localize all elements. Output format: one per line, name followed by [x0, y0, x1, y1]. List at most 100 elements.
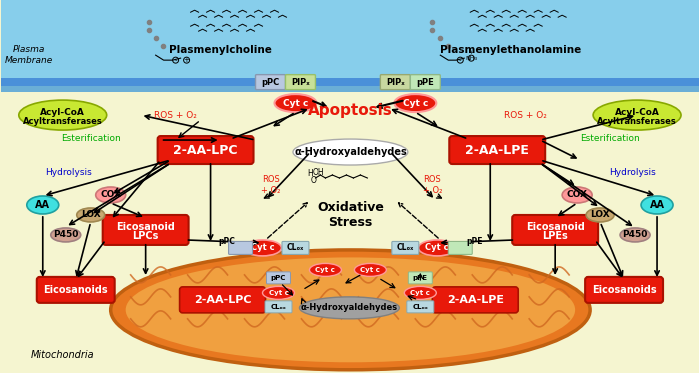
Text: AA: AA — [35, 200, 50, 210]
FancyBboxPatch shape — [256, 75, 285, 90]
Text: CLₒₓ: CLₒₓ — [271, 304, 287, 310]
Ellipse shape — [562, 187, 592, 203]
FancyBboxPatch shape — [265, 301, 292, 313]
Text: COX: COX — [567, 191, 588, 200]
Text: Hydrolysis: Hydrolysis — [609, 167, 656, 176]
Text: α-Hydroxyaldehydes: α-Hydroxyaldehydes — [301, 303, 398, 312]
Text: Acyl-CoA: Acyl-CoA — [614, 107, 660, 117]
Text: Oxidative
Stress: Oxidative Stress — [317, 201, 384, 229]
Ellipse shape — [51, 228, 80, 242]
Text: Cyt c: Cyt c — [410, 290, 431, 296]
Text: CLₒₓ: CLₒₓ — [287, 244, 304, 253]
Ellipse shape — [96, 187, 126, 203]
Ellipse shape — [19, 100, 107, 130]
Text: ROS + O₂: ROS + O₂ — [154, 110, 197, 120]
Text: Plasma
Membrane: Plasma Membrane — [5, 46, 53, 65]
Ellipse shape — [275, 94, 317, 112]
FancyBboxPatch shape — [448, 241, 473, 254]
Ellipse shape — [27, 196, 59, 214]
FancyBboxPatch shape — [1, 78, 699, 92]
Text: Cyt c: Cyt c — [283, 98, 308, 107]
FancyBboxPatch shape — [392, 241, 419, 254]
FancyBboxPatch shape — [1, 0, 699, 85]
FancyBboxPatch shape — [282, 241, 309, 254]
Text: Esterification: Esterification — [580, 134, 640, 142]
FancyBboxPatch shape — [449, 136, 545, 164]
Text: Cyt c: Cyt c — [268, 290, 289, 296]
Text: Esterification: Esterification — [61, 134, 121, 142]
FancyBboxPatch shape — [266, 272, 291, 284]
Ellipse shape — [310, 263, 341, 276]
FancyBboxPatch shape — [285, 75, 315, 90]
Text: Cyt c: Cyt c — [403, 98, 428, 107]
Text: pPE: pPE — [417, 78, 434, 87]
Text: 2-AA-LPE: 2-AA-LPE — [466, 144, 529, 157]
Text: ROS
+ O₂: ROS + O₂ — [261, 175, 280, 195]
Text: pPE: pPE — [413, 275, 428, 281]
Text: OH: OH — [312, 167, 324, 176]
Text: +: + — [184, 57, 189, 63]
Text: Cyt c: Cyt c — [361, 267, 380, 273]
Text: Cyt c: Cyt c — [315, 267, 336, 273]
Ellipse shape — [394, 94, 436, 112]
Text: Plasmenylcholine: Plasmenylcholine — [169, 45, 272, 55]
Ellipse shape — [418, 240, 456, 256]
Text: Cyt c: Cyt c — [426, 244, 449, 253]
Text: α-Hydroxyaldehydes: α-Hydroxyaldehydes — [294, 147, 407, 157]
Text: P450: P450 — [622, 231, 648, 239]
Text: pPC: pPC — [218, 238, 235, 247]
Text: Acyl-CoA: Acyl-CoA — [41, 107, 85, 117]
FancyBboxPatch shape — [380, 75, 410, 90]
FancyBboxPatch shape — [103, 215, 189, 245]
Text: Eicosanoids: Eicosanoids — [43, 285, 108, 295]
Text: Hydrolysis: Hydrolysis — [45, 167, 92, 176]
Text: PIPₓ: PIPₓ — [291, 78, 310, 87]
Ellipse shape — [243, 240, 282, 256]
Text: Acyltransferases: Acyltransferases — [597, 117, 677, 126]
Text: pPC: pPC — [271, 275, 286, 281]
FancyBboxPatch shape — [407, 301, 434, 313]
Text: LOX: LOX — [81, 210, 101, 219]
Ellipse shape — [586, 208, 614, 222]
Text: Eicosanoids: Eicosanoids — [592, 285, 656, 295]
Text: LOX: LOX — [590, 210, 610, 219]
Text: CLₒₓ: CLₒₓ — [397, 244, 414, 253]
FancyBboxPatch shape — [408, 272, 432, 284]
FancyBboxPatch shape — [512, 215, 598, 245]
Text: H: H — [308, 169, 313, 178]
Text: Apoptosis: Apoptosis — [308, 103, 393, 117]
Text: O: O — [310, 176, 317, 185]
Text: LPCs: LPCs — [132, 231, 159, 241]
FancyBboxPatch shape — [410, 75, 440, 90]
Text: Mitochondria: Mitochondria — [31, 350, 94, 360]
Text: Eicosanoid: Eicosanoid — [116, 222, 175, 232]
Text: -: - — [174, 57, 177, 63]
FancyBboxPatch shape — [432, 287, 518, 313]
Ellipse shape — [293, 139, 408, 165]
Text: P450: P450 — [53, 231, 78, 239]
Text: CLₒₓ: CLₒₓ — [412, 304, 428, 310]
Text: PIPₓ: PIPₓ — [386, 78, 405, 87]
Ellipse shape — [620, 228, 650, 242]
Ellipse shape — [354, 263, 387, 276]
FancyBboxPatch shape — [158, 136, 254, 164]
Text: LPEs: LPEs — [542, 231, 568, 241]
Text: ROS
+ O₂: ROS + O₂ — [423, 175, 442, 195]
Ellipse shape — [299, 297, 399, 319]
Text: -: - — [459, 57, 461, 63]
Text: Cyt c: Cyt c — [251, 244, 274, 253]
Text: 2-AA-LPC: 2-AA-LPC — [173, 144, 238, 157]
FancyBboxPatch shape — [37, 277, 115, 303]
FancyBboxPatch shape — [180, 287, 266, 313]
Ellipse shape — [77, 208, 105, 222]
Ellipse shape — [404, 286, 436, 300]
Text: 2-AA-LPE: 2-AA-LPE — [447, 295, 504, 305]
Ellipse shape — [593, 100, 681, 130]
Text: Acyltransferases: Acyltransferases — [23, 117, 103, 126]
Text: 2-AA-LPC: 2-AA-LPC — [194, 295, 252, 305]
Text: pPC: pPC — [261, 78, 280, 87]
Ellipse shape — [110, 250, 590, 370]
Text: ROS + O₂: ROS + O₂ — [504, 110, 547, 120]
Text: pPE: pPE — [466, 238, 482, 247]
Text: Plasmenylethanolamine: Plasmenylethanolamine — [440, 45, 581, 55]
